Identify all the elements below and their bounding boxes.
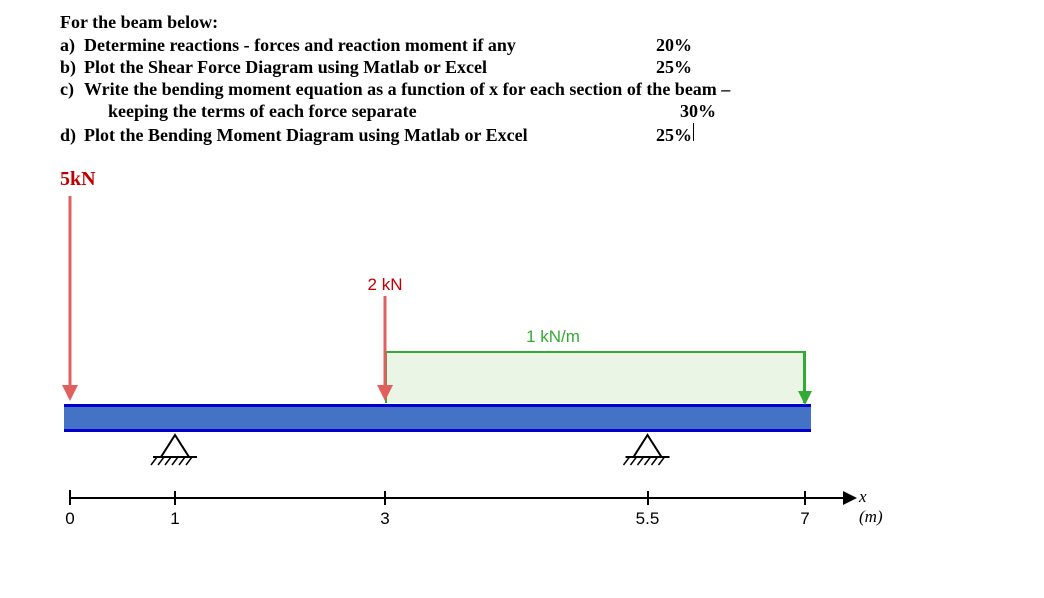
part-percent: 25% xyxy=(656,125,692,146)
axis-arrow-head xyxy=(843,491,857,505)
support-hatch xyxy=(186,457,192,465)
axis-tick xyxy=(804,491,806,505)
axis-tick-label: 1 xyxy=(170,509,179,529)
axis-tick xyxy=(384,491,386,505)
support-hatch xyxy=(165,457,171,465)
support-hatch xyxy=(179,457,185,465)
part-percent: 20% xyxy=(656,35,692,56)
part-row: keeping the terms of each force separate… xyxy=(60,101,984,122)
support-hatch xyxy=(652,457,658,465)
support-hatch xyxy=(151,457,157,465)
support-hatch xyxy=(172,457,178,465)
point-load-2-label: 2 kN xyxy=(368,275,403,295)
axis-tick xyxy=(647,491,649,505)
part-row: c)Write the bending moment equation as a… xyxy=(60,79,984,100)
part-text: Plot the Shear Force Diagram using Matla… xyxy=(84,57,644,78)
part-text: keeping the terms of each force separate xyxy=(108,101,668,122)
part-text: Plot the Bending Moment Diagram using Ma… xyxy=(84,125,644,146)
question-prompt: For the beam below: xyxy=(60,12,984,33)
support-hatch xyxy=(638,457,644,465)
part-row: a)Determine reactions - forces and react… xyxy=(60,35,984,56)
support-triangle xyxy=(634,435,662,457)
part-row: b)Plot the Shear Force Diagram using Mat… xyxy=(60,57,984,78)
support-hatch xyxy=(158,457,164,465)
beam-diagram: 1 kN/m 2 kN 0 1 3 5.5 7 x (m) xyxy=(60,191,880,561)
support-hatch xyxy=(659,457,665,465)
point-load-1-arrow-head xyxy=(62,385,78,401)
part-letter: b) xyxy=(60,57,84,78)
beam-body xyxy=(64,407,811,429)
axis-tick-label: 5.5 xyxy=(636,509,660,529)
part-percent: 25% xyxy=(656,57,692,78)
distributed-load-label: 1 kN/m xyxy=(526,327,580,347)
part-text: Write the bending moment equation as a f… xyxy=(84,79,964,100)
axis-unit-label: x (m) xyxy=(859,487,883,527)
axis-tick-label: 0 xyxy=(65,509,74,529)
point-load-1-label: 5kN xyxy=(60,168,984,191)
beam-bottom-edge xyxy=(64,429,811,432)
part-letter: d) xyxy=(60,125,84,146)
part-text: Determine reactions - forces and reactio… xyxy=(84,35,644,56)
x-axis xyxy=(70,497,845,499)
axis-tick xyxy=(174,491,176,505)
part-letter: c) xyxy=(60,79,84,100)
part-percent: 30% xyxy=(680,101,716,122)
axis-tick-label: 7 xyxy=(800,509,809,529)
support-hatch xyxy=(645,457,651,465)
parts-list: a)Determine reactions - forces and react… xyxy=(60,35,984,146)
support-triangle xyxy=(161,435,189,457)
part-row: d)Plot the Bending Moment Diagram using … xyxy=(60,123,984,146)
distributed-load-box xyxy=(385,351,805,403)
axis-tick xyxy=(69,491,71,505)
support-hatch xyxy=(624,457,630,465)
part-letter: a) xyxy=(60,35,84,56)
axis-tick-label: 3 xyxy=(380,509,389,529)
text-cursor xyxy=(693,123,694,141)
support-hatch xyxy=(631,457,637,465)
